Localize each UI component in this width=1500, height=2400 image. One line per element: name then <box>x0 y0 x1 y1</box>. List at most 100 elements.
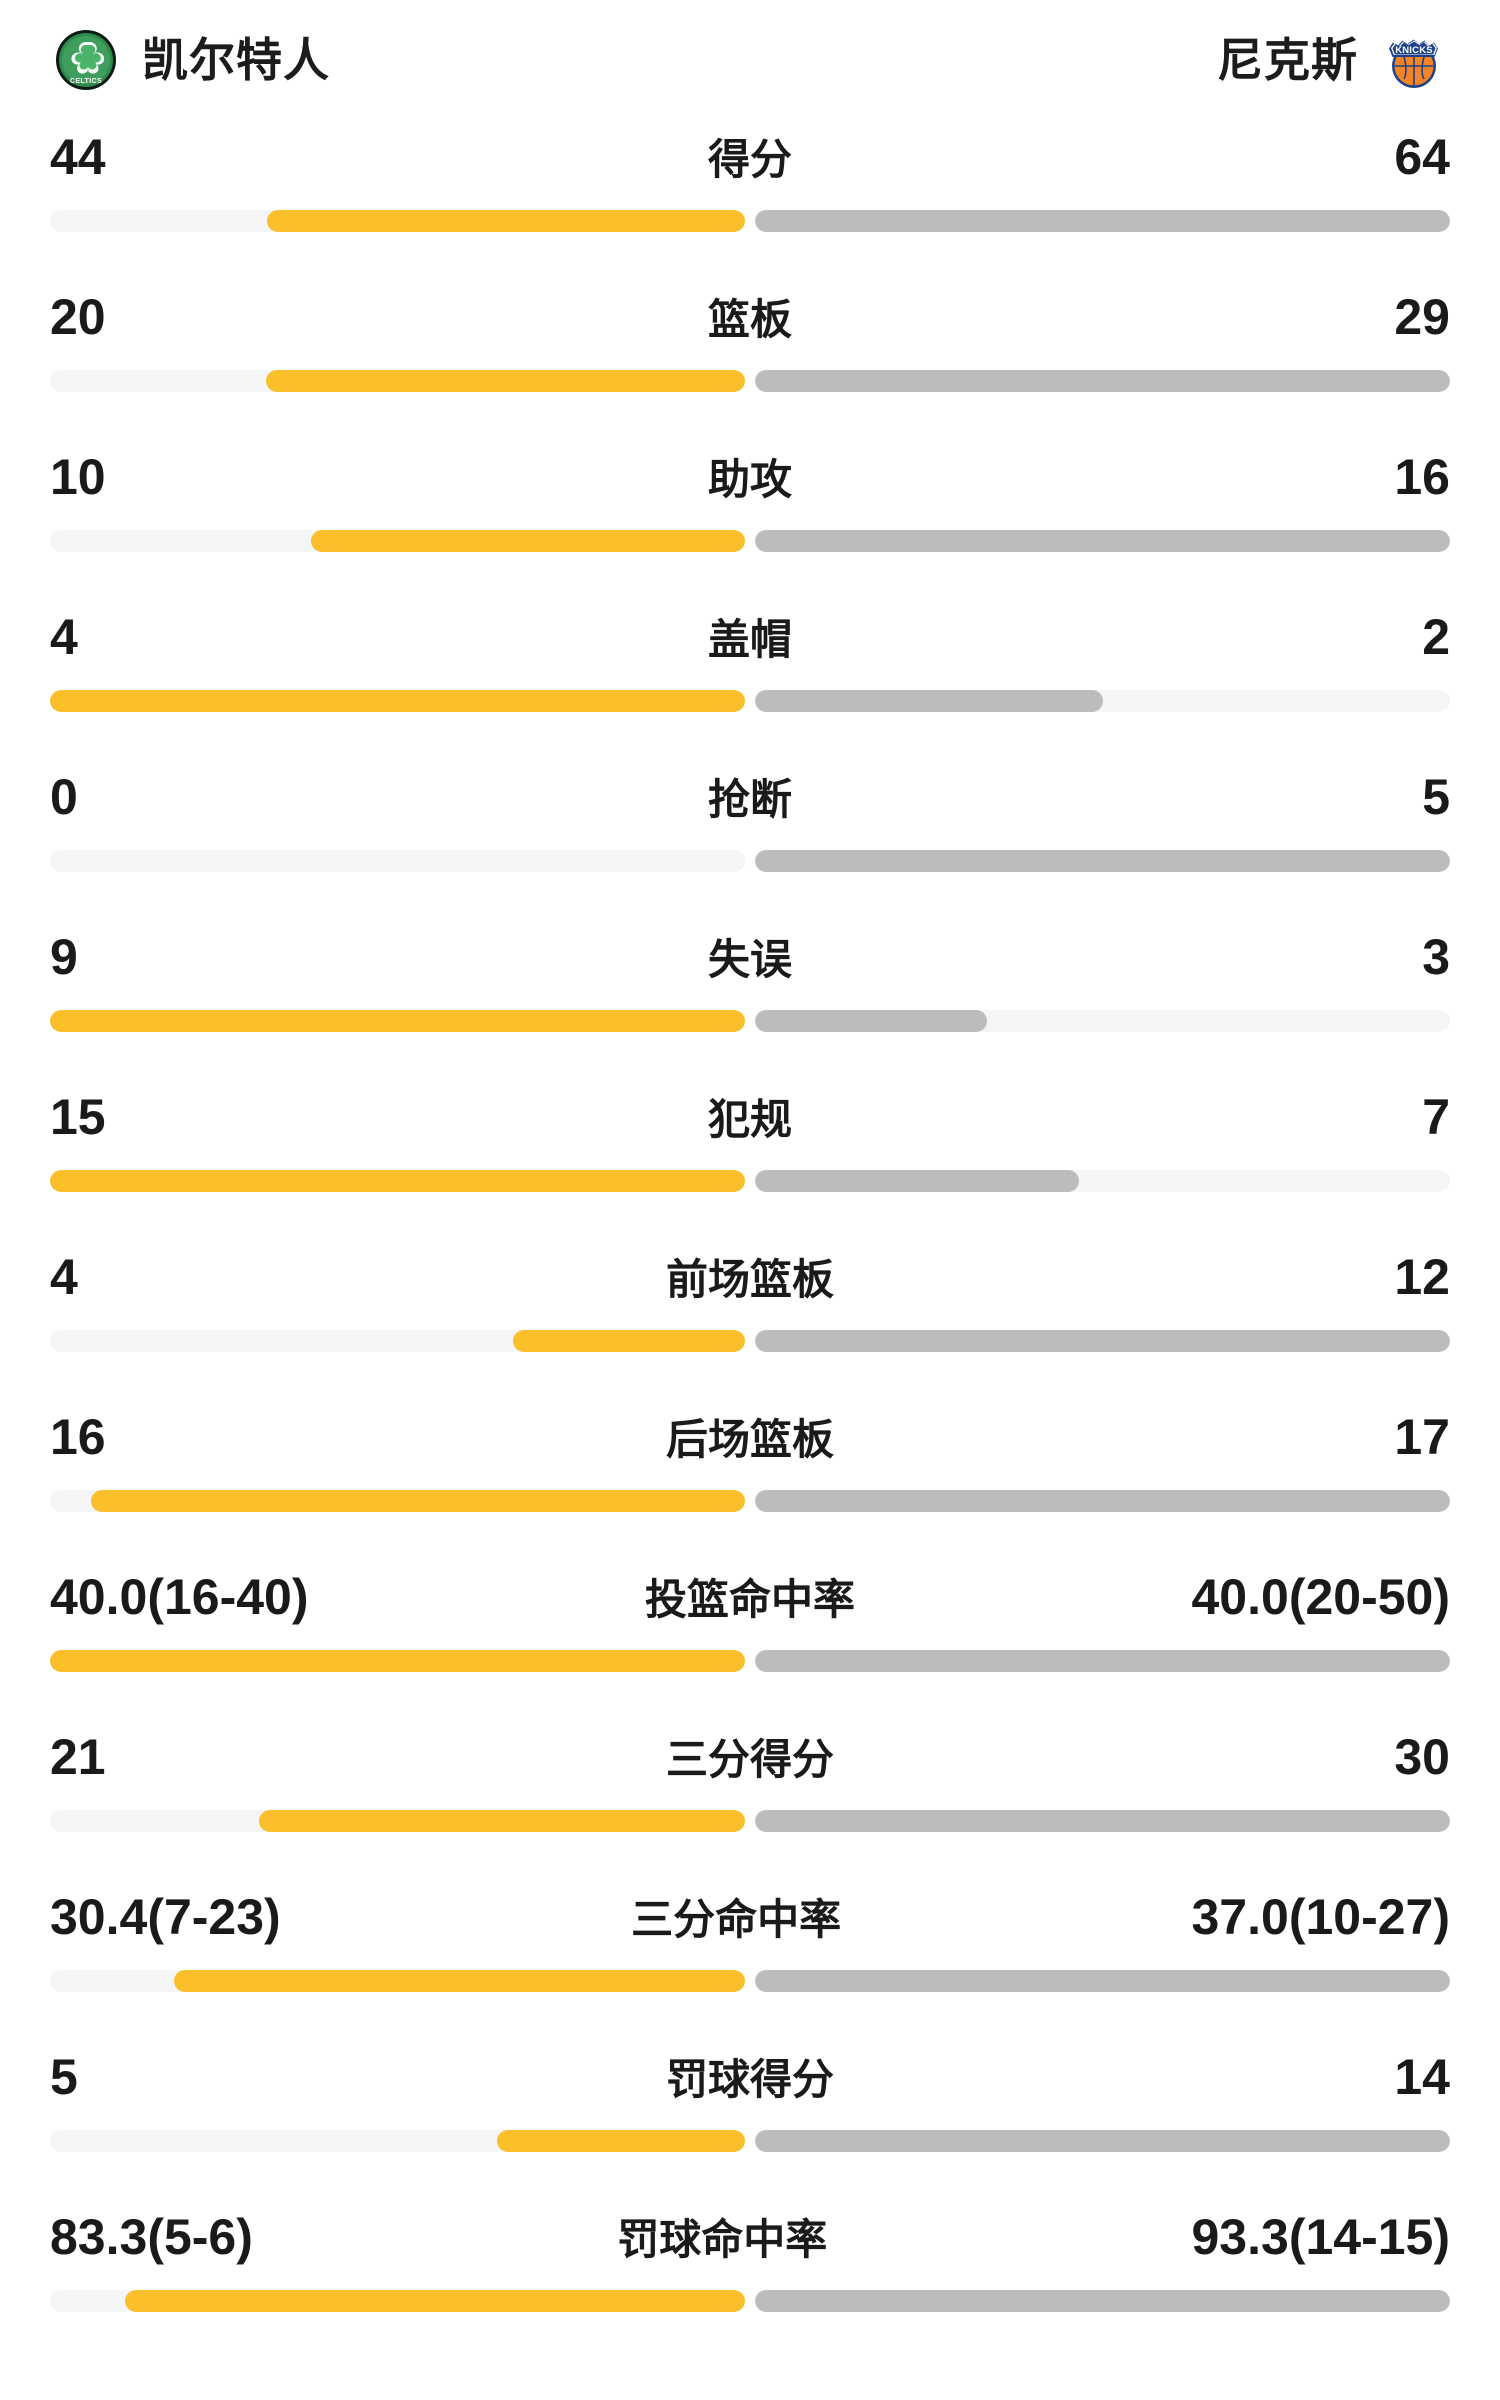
away-bar-track <box>755 1010 1450 1032</box>
away-bar-fill <box>755 1330 1450 1352</box>
away-bar-fill <box>755 370 1450 392</box>
home-stat-value: 83.3(5-6) <box>50 2209 253 2265</box>
home-team[interactable]: CELTICS 凯尔特人 <box>50 24 330 96</box>
stat-label: 得分 <box>707 136 792 183</box>
home-stat-value: 16 <box>50 1409 106 1465</box>
home-bar-fill <box>50 1170 745 1192</box>
stat-bar-group <box>50 1170 1450 1192</box>
svg-text:KNICKS: KNICKS <box>1395 45 1433 56</box>
away-stat-value: 7 <box>1422 1089 1450 1145</box>
away-bar-fill <box>755 1650 1450 1672</box>
stat-row: 44 得分 64 <box>50 118 1450 278</box>
away-stat-value: 29 <box>1394 289 1450 345</box>
away-bar-fill <box>755 690 1103 712</box>
away-bar-track <box>755 530 1450 552</box>
away-stat-value: 17 <box>1394 1409 1450 1465</box>
away-bar-track <box>755 370 1450 392</box>
away-stat-value: 64 <box>1394 129 1450 185</box>
stat-bar-group <box>50 530 1450 552</box>
home-stat-value: 10 <box>50 449 106 505</box>
home-bar-track <box>50 1490 745 1512</box>
away-stat-value: 40.0(20-50) <box>1191 1569 1451 1625</box>
stat-bar-group <box>50 1010 1450 1032</box>
home-bar-track <box>50 1650 745 1672</box>
away-stat-value: 5 <box>1422 769 1450 825</box>
home-stat-value: 9 <box>50 929 78 985</box>
away-bar-fill <box>755 2130 1450 2152</box>
away-team[interactable]: 尼克斯 KNICKS <box>1217 24 1450 96</box>
away-stat-value: 12 <box>1394 1249 1450 1305</box>
home-bar-track <box>50 690 745 712</box>
stat-label: 抢断 <box>707 776 792 823</box>
home-bar-fill <box>173 1970 745 1992</box>
stat-label: 罚球得分 <box>665 2056 834 2103</box>
home-bar-track <box>50 210 745 232</box>
stat-bar-group <box>50 2130 1450 2152</box>
home-bar-fill <box>310 530 745 552</box>
away-bar-fill <box>755 1970 1450 1992</box>
stat-label: 犯规 <box>707 1096 792 1143</box>
stat-row: 5 罚球得分 14 <box>50 2038 1450 2198</box>
home-stat-value: 44 <box>50 129 106 185</box>
home-bar-track <box>50 370 745 392</box>
away-bar-track <box>755 1970 1450 1992</box>
stat-bar-group <box>50 1810 1450 1832</box>
away-bar-track <box>755 690 1450 712</box>
away-bar-track <box>755 2290 1450 2312</box>
away-bar-fill <box>755 1170 1080 1192</box>
home-stat-value: 30.4(7-23) <box>50 1889 281 1945</box>
home-stat-value: 0 <box>50 769 78 825</box>
away-bar-fill <box>755 210 1450 232</box>
away-bar-fill <box>755 1010 987 1032</box>
stat-label: 罚球命中率 <box>617 2216 828 2263</box>
svg-text:CELTICS: CELTICS <box>70 78 102 85</box>
away-bar-fill <box>755 2290 1450 2312</box>
home-bar-fill <box>258 1810 745 1832</box>
home-bar-fill <box>496 2130 745 2152</box>
away-bar-track <box>755 2130 1450 2152</box>
stat-row: 10 助攻 16 <box>50 438 1450 598</box>
stat-label: 后场篮板 <box>665 1416 834 1463</box>
stat-bar-group <box>50 850 1450 872</box>
away-bar-track <box>755 1650 1450 1672</box>
teams-header: CELTICS 凯尔特人 尼克斯 KNICKS <box>50 0 1450 112</box>
home-bar-fill <box>50 690 745 712</box>
home-bar-fill <box>513 1330 745 1352</box>
stat-label: 投篮命中率 <box>644 1576 855 1623</box>
stat-row: 40.0(16-40) 投篮命中率 40.0(20-50) <box>50 1558 1450 1718</box>
home-bar-track <box>50 1970 745 1992</box>
home-bar-track <box>50 850 745 872</box>
home-bar-track <box>50 1810 745 1832</box>
away-stat-value: 14 <box>1394 2049 1450 2105</box>
away-stat-value: 37.0(10-27) <box>1191 1889 1451 1945</box>
away-stat-value: 3 <box>1422 929 1450 985</box>
away-bar-track <box>755 1170 1450 1192</box>
stat-label: 三分命中率 <box>631 1896 842 1943</box>
stat-line: 9 失误 3 <box>50 918 1450 1010</box>
stat-row: 15 犯规 7 <box>50 1078 1450 1238</box>
home-bar-fill <box>50 1650 745 1672</box>
stat-label: 失误 <box>707 936 792 983</box>
away-team-name: 尼克斯 <box>1217 34 1358 86</box>
away-bar-track <box>755 1810 1450 1832</box>
home-stat-value: 4 <box>50 1249 78 1305</box>
stat-row: 9 失误 3 <box>50 918 1450 1078</box>
home-team-name: 凯尔特人 <box>142 34 330 86</box>
home-stat-value: 20 <box>50 289 106 345</box>
stat-row: 4 盖帽 2 <box>50 598 1450 758</box>
stat-line: 4 前场篮板 12 <box>50 1238 1450 1330</box>
home-bar-track <box>50 1010 745 1032</box>
stat-row: 30.4(7-23) 三分命中率 37.0(10-27) <box>50 1878 1450 2038</box>
stat-line: 10 助攻 16 <box>50 438 1450 530</box>
stat-bar-group <box>50 370 1450 392</box>
stat-label: 前场篮板 <box>665 1256 834 1303</box>
stat-line: 21 三分得分 30 <box>50 1718 1450 1810</box>
home-bar-fill <box>90 1490 745 1512</box>
home-bar-track <box>50 1170 745 1192</box>
stat-line: 4 盖帽 2 <box>50 598 1450 690</box>
home-bar-fill <box>267 210 745 232</box>
away-bar-fill <box>755 530 1450 552</box>
stat-line: 44 得分 64 <box>50 118 1450 210</box>
stat-label: 助攻 <box>707 456 792 503</box>
